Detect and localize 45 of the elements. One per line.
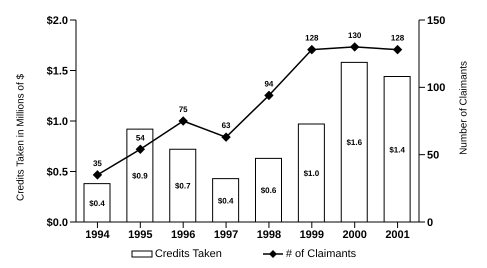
x-tick-label: 2001 [385,228,410,241]
data-label: 128 [305,34,320,43]
data-label: $1.6 [346,138,363,148]
data-label: 35 [92,158,102,168]
x-tick-label: 1998 [256,228,282,241]
point [307,45,316,54]
data-label: $0.4 [89,198,106,208]
legend-label: Credits Taken [154,248,222,260]
data-label: $0.4 [218,196,234,206]
y2-axis-title: Number of Claimants [458,61,470,155]
y-tick-label: $1.0 [46,116,68,128]
point [178,116,188,126]
x-tick-label: 2000 [342,228,367,241]
x-tick-label: 1997 [214,228,238,241]
y-tick-label: $0.5 [46,166,68,178]
x-tick-label: 1995 [128,228,153,241]
data-label: 75 [178,105,188,114]
y2-tick-label: 50 [427,150,440,162]
data-label: $0.6 [260,186,277,196]
data-label: $0.7 [174,182,192,191]
x-tick-label: 1999 [300,228,324,241]
point [264,90,274,100]
y2-tick-label: 0 [427,216,434,229]
data-label: 128 [390,34,405,43]
point [393,45,402,54]
data-label: 63 [222,121,232,130]
data-label: 54 [136,133,146,142]
data-label: $0.9 [132,172,148,181]
x-tick-label: 1994 [85,228,111,241]
y-tick-label: $2.0 [46,14,68,27]
point [222,132,231,142]
y-axis-title: Credits Taken in Millions of $ [16,73,27,201]
point [136,144,145,154]
data-label: 130 [348,30,362,40]
data-label: $1.4 [389,145,406,154]
data-label: $1.0 [304,169,320,178]
y2-tick-label: 150 [427,14,446,27]
x-tick-label: 1996 [170,228,196,241]
legend-label: # of Claimants [284,248,356,260]
point [350,42,360,52]
y2-tick-label: 100 [427,82,446,94]
y-tick-label: $0.0 [46,216,68,229]
data-label: 94 [264,79,274,88]
y-tick-label: $1.5 [46,65,68,78]
point [92,170,102,180]
